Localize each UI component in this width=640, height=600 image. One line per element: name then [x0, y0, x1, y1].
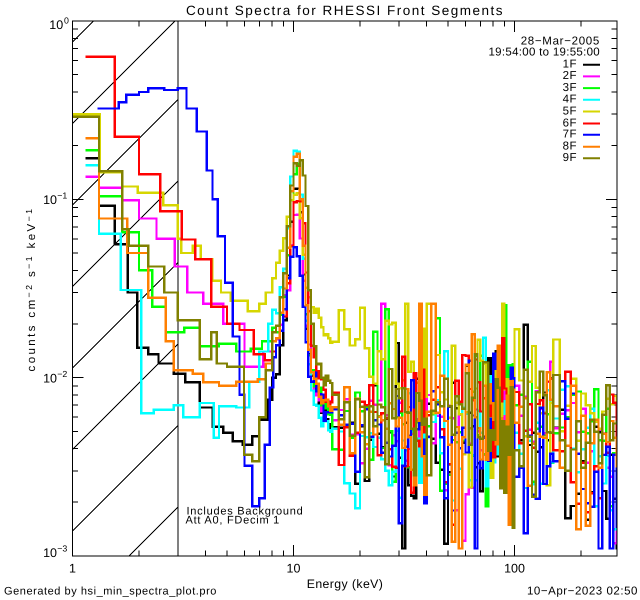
svg-text:3F: 3F	[563, 82, 577, 94]
svg-text:5F: 5F	[563, 105, 577, 117]
svg-text:Att A0, FDecim 1: Att A0, FDecim 1	[186, 515, 281, 527]
svg-text:100: 100	[504, 562, 525, 576]
svg-text:7F: 7F	[563, 129, 577, 141]
svg-text:1F: 1F	[563, 59, 577, 71]
svg-text:19:54:00 to 19:55:00: 19:54:00 to 19:55:00	[488, 47, 600, 59]
svg-text:10−Apr−2023 02:50: 10−Apr−2023 02:50	[527, 586, 638, 598]
svg-text:10: 10	[49, 18, 63, 32]
svg-text:4F: 4F	[563, 94, 577, 106]
svg-text:6F: 6F	[563, 117, 577, 129]
svg-text:Energy (keV): Energy (keV)	[307, 577, 384, 591]
svg-text:10: 10	[43, 371, 57, 385]
svg-text:0: 0	[64, 16, 69, 26]
svg-text:Count Spectra for RHESSI Front: Count Spectra for RHESSI Front Segments	[186, 3, 504, 18]
svg-text:−2: −2	[57, 369, 67, 379]
svg-text:8F: 8F	[563, 141, 577, 153]
svg-text:Includes Background: Includes Background	[187, 506, 304, 518]
svg-text:10: 10	[43, 193, 57, 207]
svg-text:−3: −3	[57, 543, 67, 553]
svg-text:1: 1	[69, 562, 76, 576]
svg-text:10: 10	[287, 562, 301, 576]
svg-text:10: 10	[43, 546, 57, 560]
svg-text:28−Mar−2005: 28−Mar−2005	[521, 36, 600, 48]
svg-text:−1: −1	[57, 191, 67, 201]
svg-text:counts cm−2 s−1 keV−1: counts cm−2 s−1 keV−1	[24, 207, 38, 372]
svg-text:Generated by hsi_min_spectra_p: Generated by hsi_min_spectra_plot.pro	[4, 586, 217, 598]
svg-text:2F: 2F	[563, 70, 577, 82]
svg-text:9F: 9F	[563, 152, 577, 164]
